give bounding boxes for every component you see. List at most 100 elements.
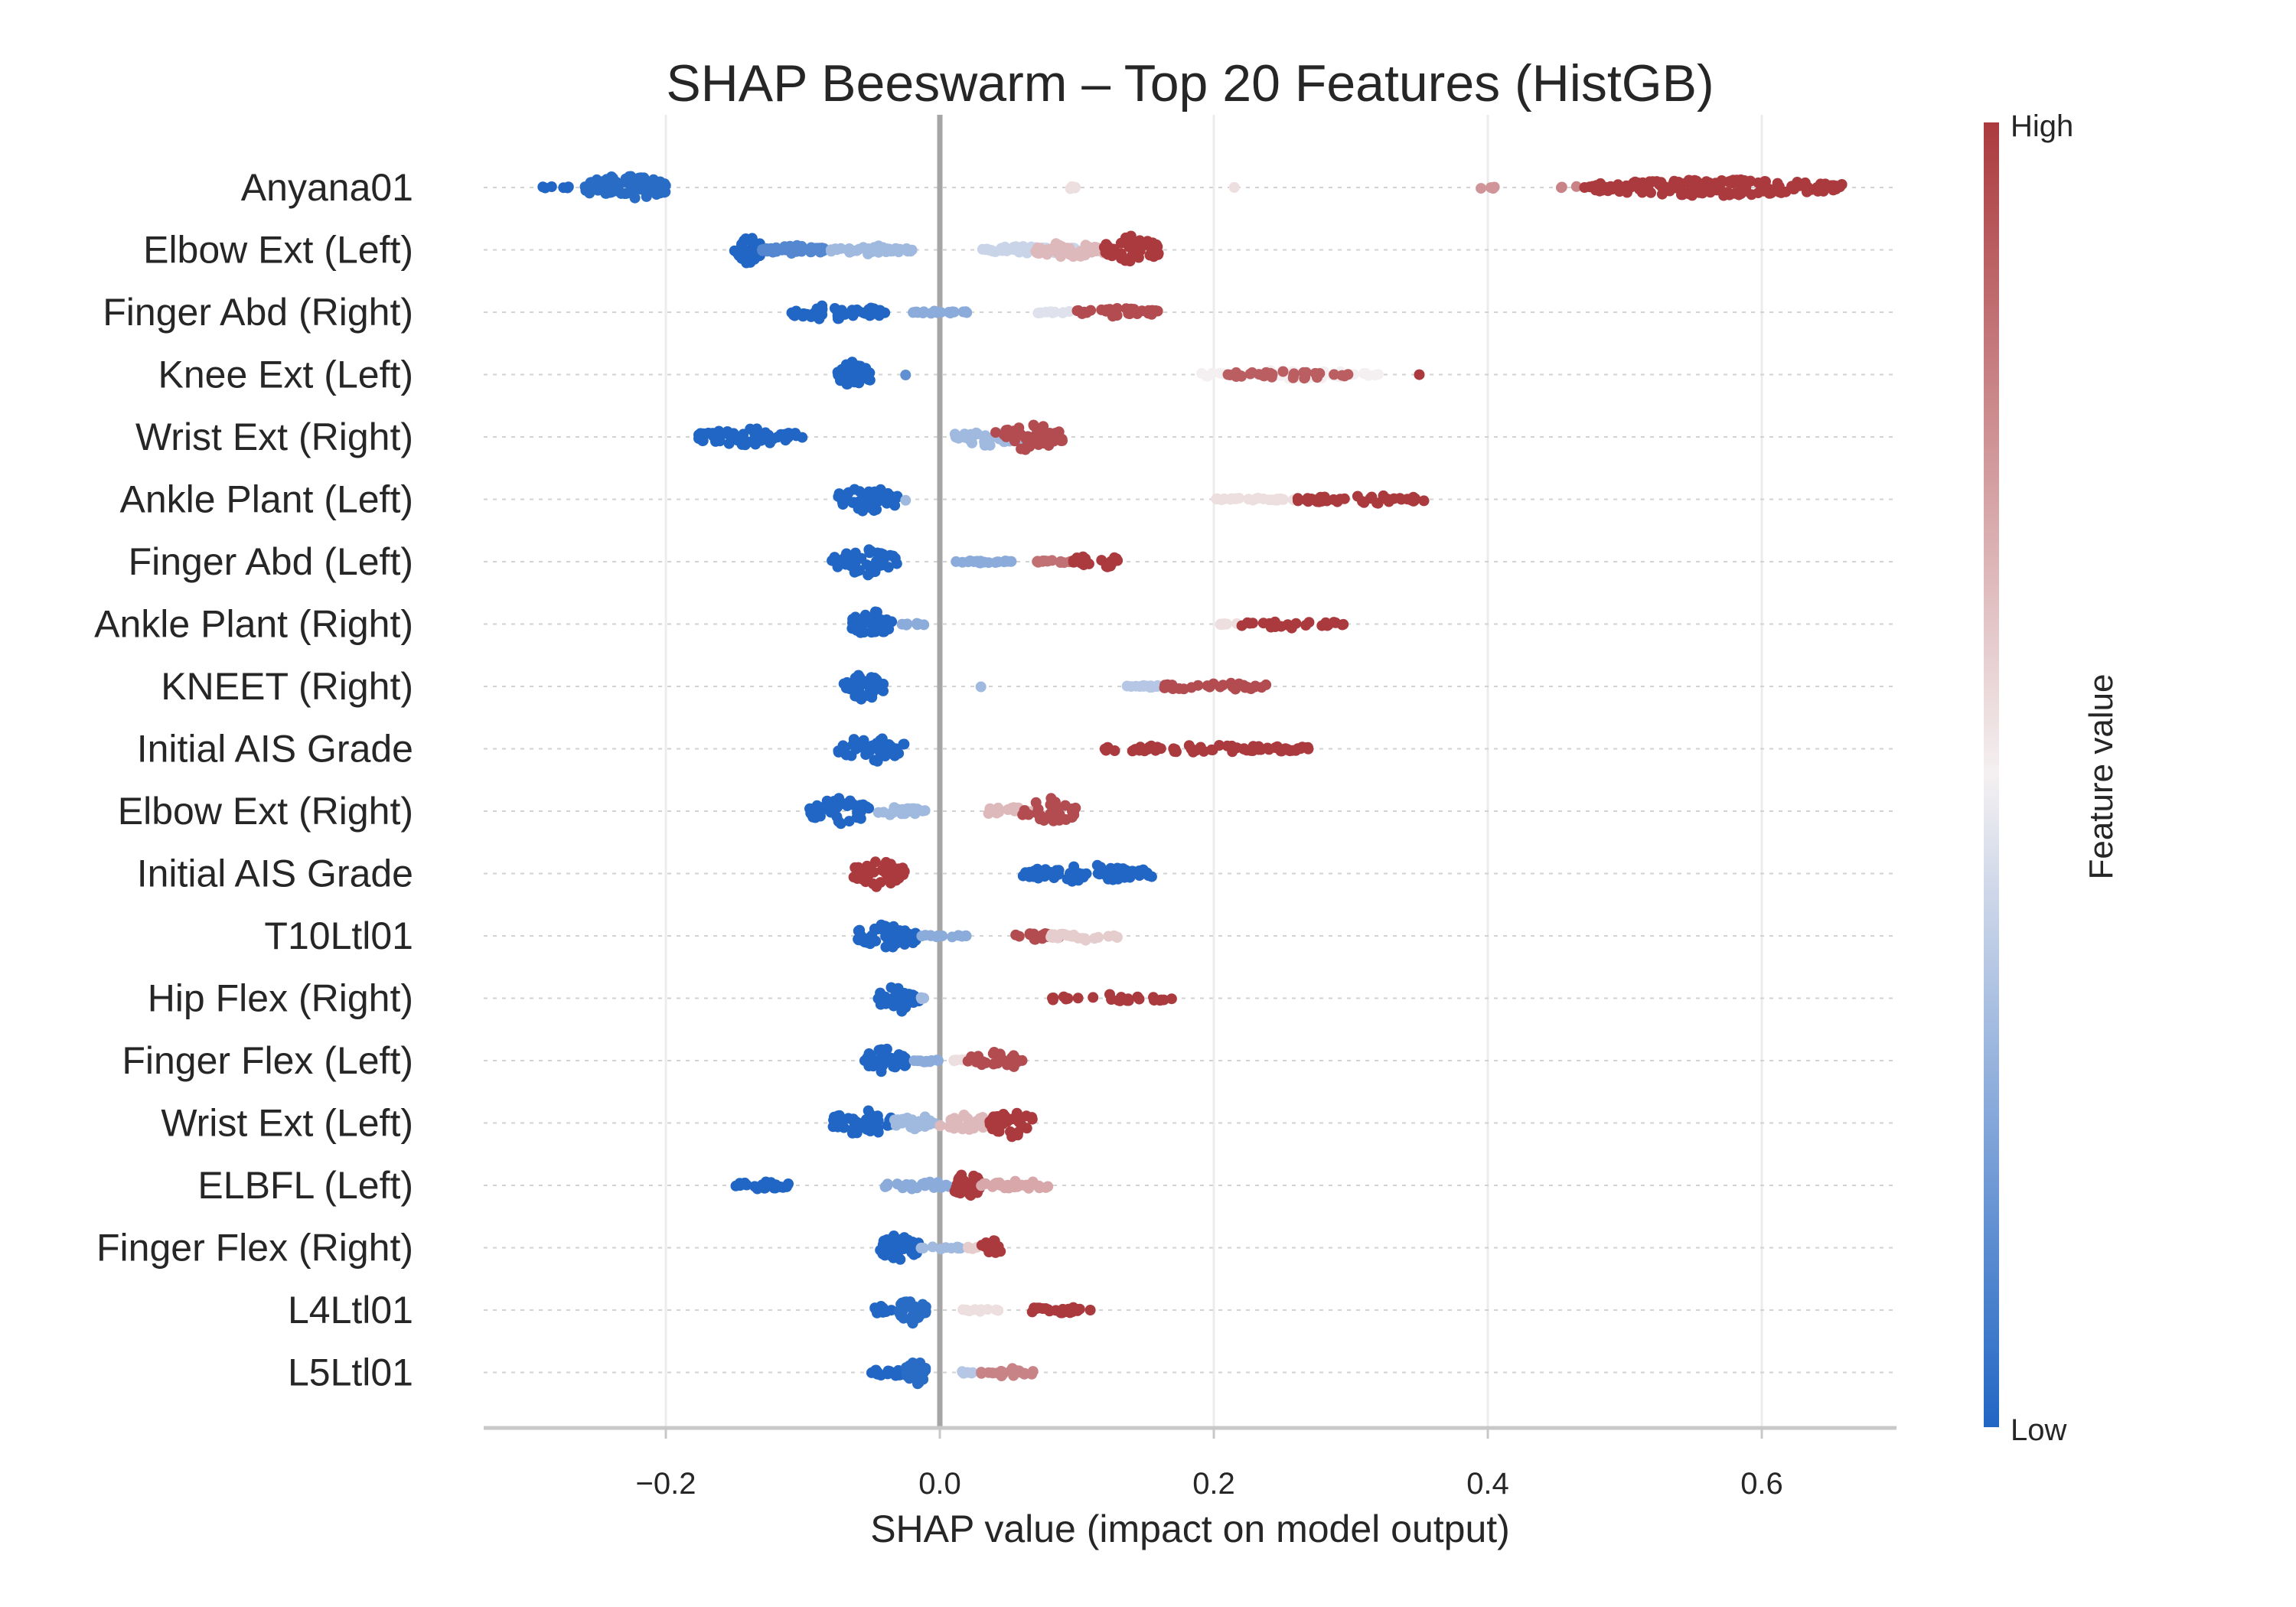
shap-point (876, 559, 887, 571)
shap-point (1218, 493, 1230, 504)
shap-point (925, 1056, 935, 1068)
shap-point (1335, 494, 1345, 505)
shap-point (899, 738, 910, 750)
feature-point-cluster (875, 1231, 925, 1265)
shap-point (1048, 435, 1059, 447)
shap-point (1133, 993, 1145, 1005)
feature-point-cluster (1030, 238, 1110, 262)
shap-point (1024, 441, 1035, 452)
shap-point (876, 1051, 888, 1063)
shap-point (775, 1182, 786, 1192)
shap-point (1683, 175, 1694, 187)
shap-point (1202, 680, 1213, 692)
shap-point (858, 735, 869, 746)
shap-point (918, 993, 930, 1004)
shap-point (970, 1172, 981, 1183)
shap-point (638, 172, 650, 184)
shap-point (1723, 176, 1734, 187)
shap-point (864, 1108, 876, 1120)
feature-label: ELBFL (Left) (197, 1164, 413, 1207)
x-gridlines (664, 115, 1763, 1426)
shap-point (917, 805, 928, 817)
shap-point (1052, 803, 1063, 814)
shap-point (1113, 995, 1124, 1006)
shap-point (1029, 420, 1039, 432)
shap-point (849, 566, 860, 578)
shap-point (990, 1304, 1002, 1315)
shap-point (975, 681, 987, 693)
feature-label: Elbow Ext (Right) (118, 790, 413, 833)
shap-point (918, 308, 928, 318)
shap-point (864, 502, 876, 513)
shap-point (1311, 496, 1322, 507)
shap-point (1057, 307, 1068, 318)
shap-point (1828, 181, 1839, 193)
feature-point-cluster (894, 1296, 931, 1329)
shap-point (900, 494, 912, 506)
shap-point (876, 684, 887, 696)
shap-point (1062, 873, 1073, 885)
shap-point (809, 308, 820, 318)
feature-point-cluster (908, 305, 973, 319)
shap-point (1322, 619, 1334, 631)
colorbar (1984, 122, 1999, 1427)
shap-point (1418, 495, 1430, 507)
shap-point (1222, 369, 1234, 380)
shap-point (906, 244, 918, 256)
feature-point-cluster (1579, 174, 1848, 201)
shap-point (892, 996, 903, 1008)
shap-point (782, 432, 794, 443)
shap-point (1120, 232, 1131, 243)
shap-point (987, 1113, 998, 1125)
shap-point (1710, 178, 1721, 189)
shap-point (886, 807, 898, 818)
shap-point (587, 178, 598, 190)
shap-point (877, 1302, 889, 1314)
shap-point (842, 378, 853, 390)
shap-point (811, 806, 823, 817)
shap-point (951, 430, 962, 442)
shap-point (935, 307, 947, 318)
shap-point (1293, 494, 1304, 506)
shap-point (976, 1367, 987, 1378)
shap-point (964, 1305, 975, 1317)
feature-point-cluster (915, 992, 930, 1005)
shap-point (1006, 556, 1017, 567)
feature-label: Knee Ext (Left) (158, 354, 414, 396)
shap-point (1720, 187, 1731, 198)
feature-label: T10Ltl01 (264, 914, 413, 957)
shap-point (1241, 617, 1253, 628)
shap-point (1339, 370, 1350, 382)
shap-point (868, 866, 879, 878)
shap-point (872, 807, 884, 818)
shap-point (881, 614, 892, 625)
shap-point (1739, 175, 1750, 186)
feature-point-cluster (579, 171, 671, 204)
feature-label: L5Ltl01 (288, 1351, 413, 1394)
shap-point (1073, 305, 1084, 316)
shap-point (934, 1120, 946, 1131)
shap-point (1143, 305, 1154, 316)
shap-point (882, 924, 894, 935)
shap-point (1239, 682, 1251, 693)
shap-point (931, 931, 942, 943)
shap-point (895, 1310, 907, 1322)
shap-point (1101, 561, 1113, 572)
shap-point (1201, 370, 1212, 382)
shap-point (885, 878, 896, 889)
feature-point-cluster (537, 181, 574, 194)
shap-point (742, 246, 753, 258)
shap-point (1027, 1366, 1039, 1377)
shap-point (833, 816, 844, 827)
shap-point (1000, 241, 1011, 253)
feature-label: Hip Flex (Right) (148, 977, 413, 1020)
shap-point (1130, 744, 1141, 755)
feature-point-cluster (1556, 181, 1582, 194)
feature-point-cluster (838, 670, 889, 705)
shap-point (1044, 243, 1055, 255)
shap-point (1028, 871, 1039, 882)
shap-point (979, 1240, 990, 1252)
shap-point (889, 750, 901, 761)
shap-point (1065, 931, 1077, 942)
shap-point (846, 357, 858, 368)
